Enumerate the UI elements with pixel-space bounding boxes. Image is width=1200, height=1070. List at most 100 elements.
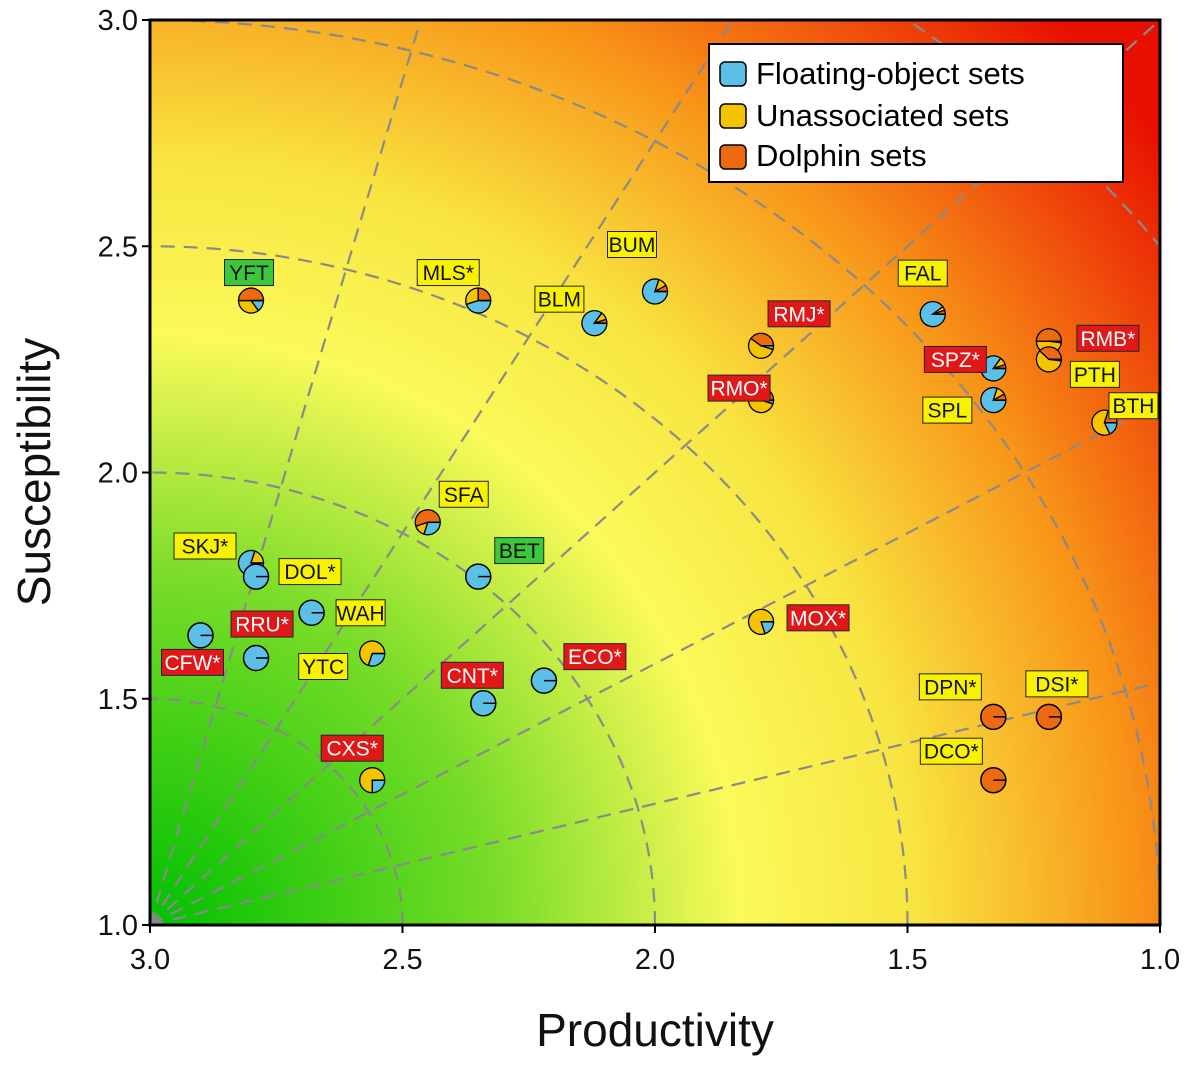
- reference-arc: [150, 20, 1160, 925]
- reference-arc: [150, 697, 404, 925]
- x-tick-label: 1.0: [1140, 944, 1180, 976]
- point-label-box: [1108, 392, 1159, 420]
- pie-wedge: [359, 767, 386, 794]
- pie-wedge: [1035, 328, 1063, 342]
- point-label-box: [298, 653, 349, 680]
- point-label: DOL*: [284, 561, 335, 584]
- point-label-box: [897, 259, 948, 287]
- data-points: YFT MLS* BUM BLM RMJ* RMO* FAL SPZ* SPL RMB* PTH BT…: [161, 231, 1159, 794]
- point-label-box: [494, 537, 545, 565]
- point-label: ECO*: [568, 646, 622, 669]
- point-label: RMJ*: [773, 303, 824, 326]
- point-label: DPN*: [924, 676, 977, 699]
- point-label-box: [534, 285, 585, 313]
- data-point: RMO*: [707, 374, 775, 414]
- y-tick-label: 2.0: [98, 458, 138, 490]
- legend-label-dolphin: Dolphin sets: [756, 138, 927, 173]
- point-label-box: [918, 673, 982, 701]
- point-label-box: [335, 599, 386, 627]
- point-label: RMB*: [1080, 328, 1135, 351]
- point-label: MLS*: [423, 262, 474, 285]
- point-label-box: [1076, 324, 1140, 352]
- point-label: DCO*: [924, 741, 979, 764]
- point-label-box: [416, 259, 480, 287]
- legend-swatch-floating: [719, 61, 747, 87]
- point-label-box: [767, 300, 831, 328]
- point-label-box: [278, 558, 342, 586]
- point-label: MOX*: [790, 607, 846, 630]
- point-label-box: [1069, 360, 1120, 388]
- data-point: BUM: [607, 231, 669, 305]
- point-label: FAL: [904, 263, 941, 286]
- point-label: PTH: [1074, 364, 1116, 387]
- point-label: RMO*: [710, 378, 767, 401]
- legend-swatch-unassociated: [719, 103, 747, 129]
- point-label-box: [786, 604, 850, 632]
- point-label: BUM: [609, 234, 656, 257]
- data-point: RRU*: [230, 610, 294, 672]
- point-label: CFW*: [165, 652, 221, 675]
- data-point: WAH: [298, 599, 386, 627]
- data-point: YTC: [298, 640, 386, 680]
- point-label-box: [230, 610, 294, 638]
- point-label: CNT*: [447, 665, 498, 688]
- data-point: ECO*: [530, 643, 627, 694]
- point-label-box: [173, 532, 237, 560]
- y-axis-title: Susceptibility: [8, 338, 60, 606]
- data-point: YFT: [224, 259, 274, 314]
- point-label-box: [919, 737, 983, 765]
- point-label-box: [922, 396, 973, 424]
- data-point: MLS*: [416, 259, 492, 314]
- point-label: CXS*: [327, 738, 378, 761]
- point-label: BET: [499, 540, 540, 563]
- point-label: SPZ*: [931, 349, 980, 372]
- data-point: RMJ*: [747, 300, 831, 359]
- reference-arc: [150, 245, 909, 925]
- pie-wedge: [237, 287, 265, 302]
- pie-wedge: [1091, 409, 1111, 436]
- point-label: DSI*: [1035, 673, 1078, 696]
- x-tick-label: 2.0: [635, 944, 675, 976]
- point-label: RRU*: [235, 614, 289, 637]
- point-label: SFA: [444, 484, 484, 507]
- x-tick-label: 2.5: [382, 944, 422, 976]
- x-tick-label: 1.5: [887, 944, 927, 976]
- data-point: SFA: [414, 480, 489, 536]
- legend-label-unassociated: Unassociated sets: [756, 98, 1009, 133]
- pie-wedge: [747, 337, 774, 359]
- data-point: CXS*: [320, 734, 386, 794]
- data-point: DPN*: [918, 673, 1007, 731]
- point-label: SKJ*: [182, 536, 229, 559]
- point-label-box: [563, 643, 627, 671]
- data-point: PTH: [1035, 346, 1120, 388]
- data-point: DCO*: [919, 737, 1007, 794]
- legend-box: [708, 43, 1124, 183]
- y-tick-label: 2.5: [98, 231, 138, 263]
- point-label-box: [320, 734, 384, 762]
- point-label: YTC: [302, 656, 344, 679]
- y-tick-label: 1.5: [98, 684, 138, 716]
- x-tick-label: 3.0: [130, 944, 170, 976]
- point-label: WAH: [336, 602, 384, 625]
- data-point: MOX*: [747, 604, 850, 635]
- point-label: SPL: [927, 400, 967, 423]
- data-point: SPZ*: [923, 345, 1007, 382]
- data-point: BTH: [1091, 392, 1159, 436]
- legend-label-floating: Floating-object sets: [756, 56, 1025, 91]
- data-point: FAL: [897, 259, 948, 328]
- point-label: BTH: [1112, 395, 1154, 418]
- pie-wedge: [465, 299, 492, 314]
- reference-arc: [150, 471, 657, 925]
- data-point: DOL*: [242, 558, 342, 590]
- legend-swatch-dolphin: [719, 144, 747, 170]
- point-label: YFT: [229, 262, 269, 285]
- data-point: DSI*: [1025, 670, 1089, 731]
- y-tick-label: 3.0: [98, 5, 138, 37]
- point-label-box: [707, 374, 771, 402]
- point-label-box: [923, 345, 987, 373]
- point-label-box: [440, 661, 504, 689]
- point-label-box: [224, 259, 274, 287]
- y-tick-label: 1.0: [98, 910, 138, 942]
- point-label-box: [161, 648, 224, 676]
